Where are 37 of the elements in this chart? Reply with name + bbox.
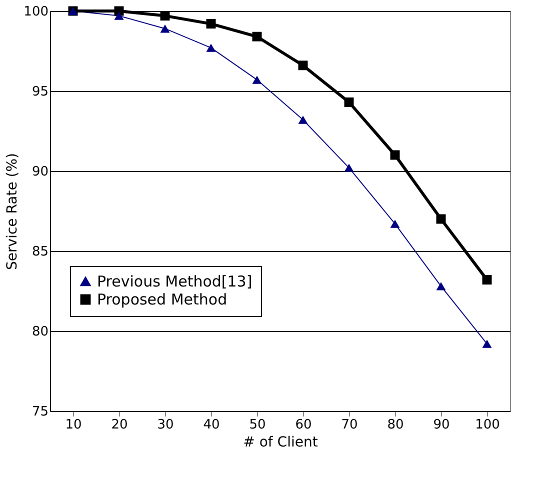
y-tick-label: 90 (32, 164, 48, 180)
point (482, 340, 492, 348)
y-tick-label: 100 (24, 4, 48, 20)
point (206, 19, 216, 29)
point (298, 116, 308, 124)
x-tick-label: 40 (203, 418, 220, 432)
point (344, 97, 354, 107)
legend-label: Proposed Method (97, 290, 228, 308)
x-tick-label: 20 (111, 418, 128, 432)
point (482, 275, 492, 285)
point (252, 32, 262, 42)
legend-label: Previous Method[13] (97, 272, 252, 290)
point (160, 11, 170, 21)
point (298, 60, 308, 70)
point (436, 214, 446, 224)
point (160, 24, 170, 33)
x-tick-label: 60 (295, 418, 312, 432)
x-axis-title: # of Client (243, 434, 318, 450)
x-tick-label: 30 (157, 418, 174, 432)
x-tick-label: 10 (65, 418, 82, 432)
x-tick-label: 50 (249, 418, 266, 432)
point (436, 282, 446, 290)
x-tick-label: 90 (433, 418, 450, 432)
y-tick-label: 95 (32, 84, 48, 100)
x-tick-label: 80 (387, 418, 404, 432)
point (390, 150, 400, 160)
x-tick-label: 70 (341, 418, 358, 432)
y-tick-label: 80 (32, 324, 48, 340)
point (390, 220, 400, 228)
point (344, 164, 354, 172)
y-tick-label: 85 (32, 244, 48, 260)
y-axis-title: Service Rate (%) (4, 153, 21, 270)
point (206, 44, 216, 52)
point (252, 76, 262, 84)
x-tick-label: 100 (475, 418, 500, 432)
y-tick-label: 75 (32, 404, 48, 420)
point (114, 12, 124, 20)
